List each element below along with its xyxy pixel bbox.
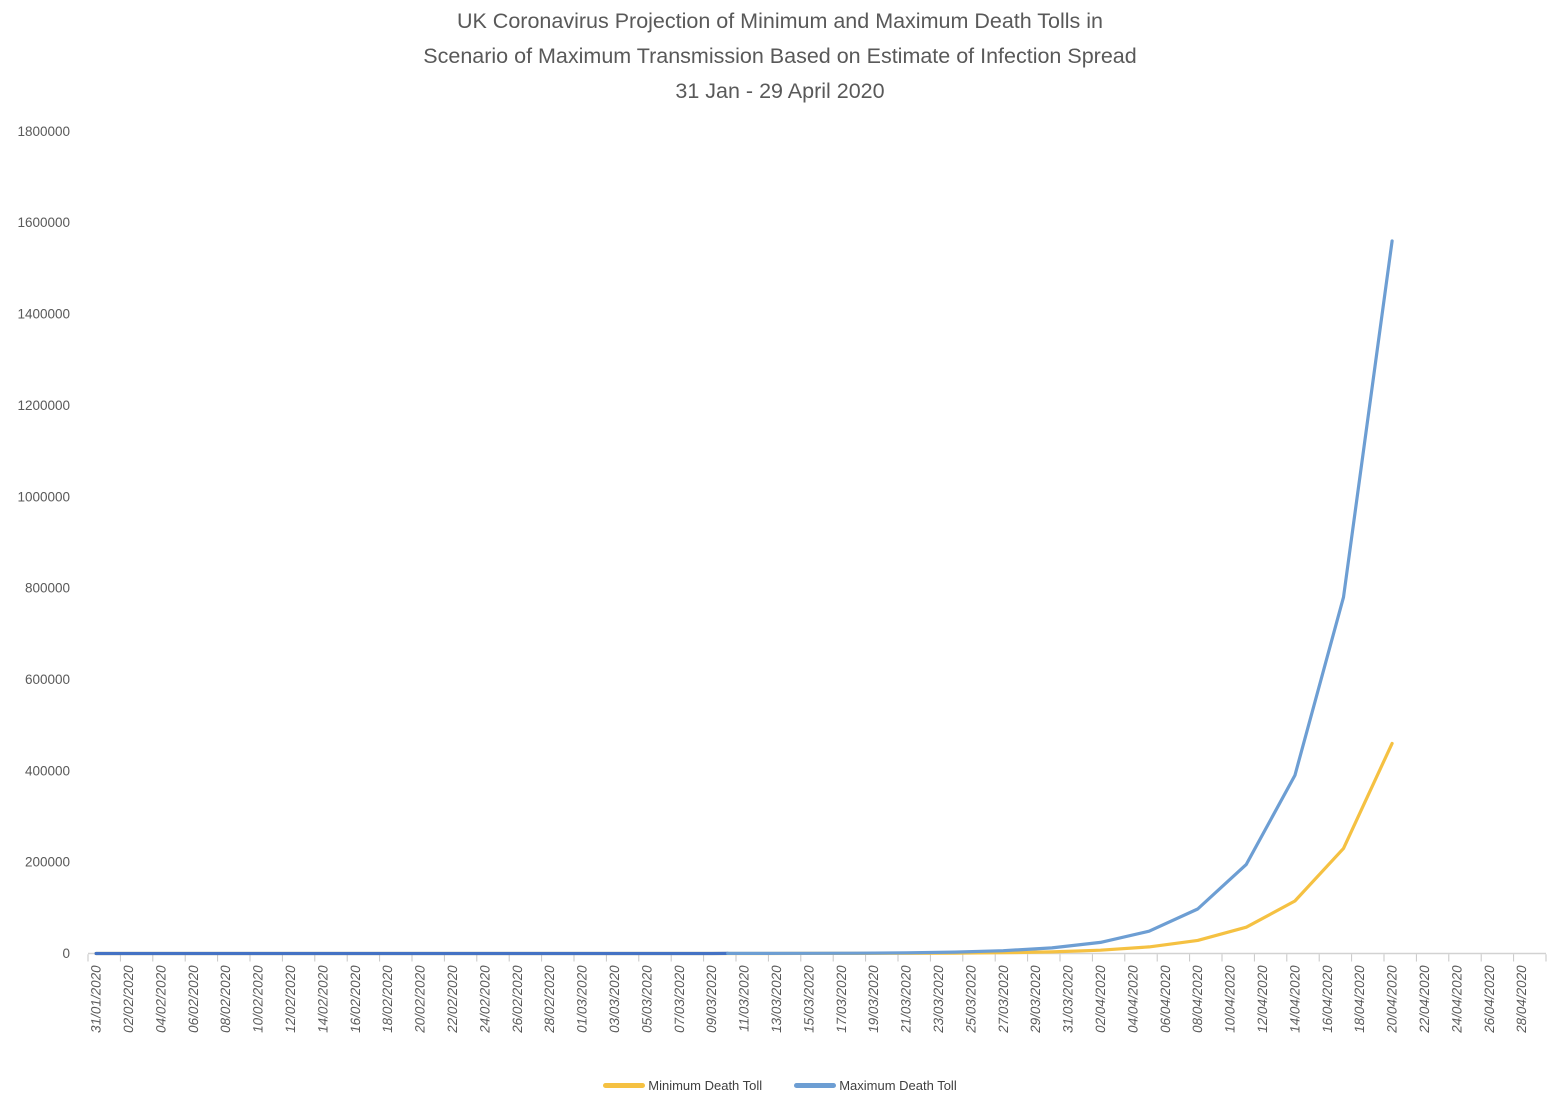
x-axis-label: 28/04/2020 [1514, 963, 1529, 1034]
x-axis-label: 14/02/2020 [315, 963, 330, 1034]
chart-legend: Minimum Death Toll Maximum Death Toll [0, 1078, 1560, 1093]
x-axis-label: 22/04/2020 [1417, 963, 1432, 1034]
x-axis-label: 04/04/2020 [1125, 963, 1140, 1034]
chart-title-line-1: UK Coronavirus Projection of Minimum and… [456, 9, 1104, 33]
x-axis-label: 27/03/2020 [996, 963, 1011, 1034]
x-axis-label: 26/04/2020 [1482, 963, 1497, 1034]
x-axis-label: 11/03/2020 [737, 963, 752, 1033]
x-axis-label: 20/04/2020 [1385, 963, 1400, 1034]
x-axis-label: 08/04/2020 [1190, 963, 1205, 1034]
x-axis-label: 23/03/2020 [931, 963, 946, 1034]
x-axis-label: 16/02/2020 [348, 963, 363, 1034]
chart-title-line-3: 31 Jan - 29 April 2020 [675, 79, 885, 103]
x-axis-label: 25/03/2020 [963, 963, 978, 1034]
x-axis-label: 05/03/2020 [639, 963, 654, 1034]
x-axis-label: 31/03/2020 [1061, 963, 1076, 1034]
x-axis-label: 02/04/2020 [1093, 963, 1108, 1034]
legend-label-maximum: Maximum Death Toll [839, 1078, 957, 1093]
x-axis-label: 03/03/2020 [607, 963, 622, 1034]
x-axis-label: 06/02/2020 [186, 963, 201, 1034]
legend-label-minimum: Minimum Death Toll [648, 1078, 763, 1093]
y-axis-label: 600000 [25, 672, 70, 687]
y-axis-label: 1000000 [17, 489, 70, 504]
x-axis-label: 06/04/2020 [1158, 963, 1173, 1034]
legend-swatch-maximum-icon [794, 1083, 837, 1088]
x-axis-label: 12/02/2020 [283, 963, 298, 1034]
x-axis-label: 09/03/2020 [704, 963, 719, 1034]
x-axis-label: 18/02/2020 [380, 963, 395, 1034]
y-axis-label: 1400000 [17, 307, 70, 322]
x-axis-label: 29/03/2020 [1028, 963, 1043, 1034]
y-axis-label: 1200000 [17, 398, 70, 413]
y-axis-label: 800000 [25, 581, 70, 596]
y-axis-label: 200000 [25, 855, 70, 870]
x-axis-label: 10/04/2020 [1223, 963, 1238, 1034]
legend-swatch-minimum-icon [603, 1083, 646, 1088]
chart-title-line-2: Scenario of Maximum Transmission Based o… [423, 44, 1137, 68]
x-axis-label: 31/01/2020 [89, 963, 104, 1034]
y-axis-label: 0 [62, 946, 70, 961]
x-axis-label: 24/02/2020 [477, 963, 492, 1034]
legend-item-minimum: Minimum Death Toll [603, 1078, 762, 1093]
legend-item-maximum: Maximum Death Toll [794, 1078, 957, 1093]
x-axis-label: 07/03/2020 [672, 963, 687, 1034]
x-axis-label: 20/02/2020 [413, 963, 428, 1034]
x-axis-label: 16/04/2020 [1320, 963, 1335, 1034]
x-axis-label: 01/03/2020 [575, 963, 590, 1034]
x-axis-label: 21/03/2020 [899, 963, 914, 1034]
x-axis-label: 04/02/2020 [153, 963, 168, 1034]
y-axis-label: 400000 [25, 763, 70, 778]
max-death-toll-line [726, 239, 1394, 956]
x-axis-label: 22/02/2020 [445, 963, 460, 1034]
x-axis-label: 13/03/2020 [769, 963, 784, 1034]
y-axis-label: 1600000 [17, 215, 70, 230]
x-axis-label: 08/02/2020 [218, 963, 233, 1034]
y-axis-label: 1800000 [17, 124, 70, 139]
x-axis-label: 10/02/2020 [251, 963, 266, 1034]
x-axis-label: 17/03/2020 [834, 963, 849, 1034]
x-axis-label: 12/04/2020 [1255, 963, 1270, 1034]
chart-title: UK Coronavirus Projection of Minimum and… [0, 4, 1560, 109]
x-axis-label: 15/03/2020 [801, 963, 816, 1034]
x-axis-label: 24/04/2020 [1449, 963, 1464, 1034]
x-axis-label: 19/03/2020 [866, 963, 881, 1034]
x-axis-label: 18/04/2020 [1352, 963, 1367, 1034]
min-death-toll-line [94, 741, 1394, 956]
x-axis-label: 26/02/2020 [510, 963, 525, 1034]
x-axis-label: 02/02/2020 [121, 963, 136, 1034]
x-axis-label: 14/04/2020 [1287, 963, 1302, 1034]
x-axis-label: 28/02/2020 [542, 963, 557, 1034]
